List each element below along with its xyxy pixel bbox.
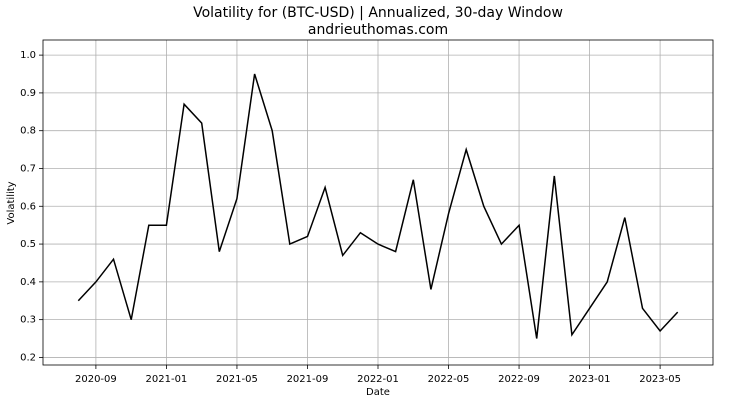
y-tick-label: 1.0 bbox=[20, 50, 36, 61]
y-tick-label: 0.8 bbox=[20, 126, 36, 137]
x-tick-label: 2021-09 bbox=[287, 374, 329, 385]
y-tick-label: 0.6 bbox=[20, 201, 36, 212]
chart-title: Volatility for (BTC-USD) | Annualized, 3… bbox=[193, 5, 563, 21]
chart-subtitle: andrieuthomas.com bbox=[308, 22, 448, 38]
y-tick-label: 0.3 bbox=[20, 315, 36, 326]
y-tick-label: 0.5 bbox=[20, 239, 36, 250]
x-tick-label: 2023-01 bbox=[569, 374, 611, 385]
x-tick-label: 2021-01 bbox=[146, 374, 188, 385]
x-tick-label: 2021-05 bbox=[216, 374, 258, 385]
plot-frame bbox=[42, 39, 714, 366]
y-tick-label: 0.7 bbox=[20, 163, 36, 174]
x-axis-label: Date bbox=[366, 387, 390, 398]
y-tick-label: 0.9 bbox=[20, 88, 36, 99]
x-tick-label: 2023-05 bbox=[639, 374, 681, 385]
line-series bbox=[77, 73, 679, 339]
y-tick-label: 0.4 bbox=[20, 277, 36, 288]
y-axis-label: Volatility bbox=[6, 181, 17, 224]
x-tick-label: 2022-01 bbox=[357, 374, 399, 385]
y-tick-label: 0.2 bbox=[20, 352, 36, 363]
x-tick-label: 2020-09 bbox=[75, 374, 117, 385]
x-tick-label: 2022-09 bbox=[498, 374, 540, 385]
x-tick-label: 2022-05 bbox=[428, 374, 470, 385]
